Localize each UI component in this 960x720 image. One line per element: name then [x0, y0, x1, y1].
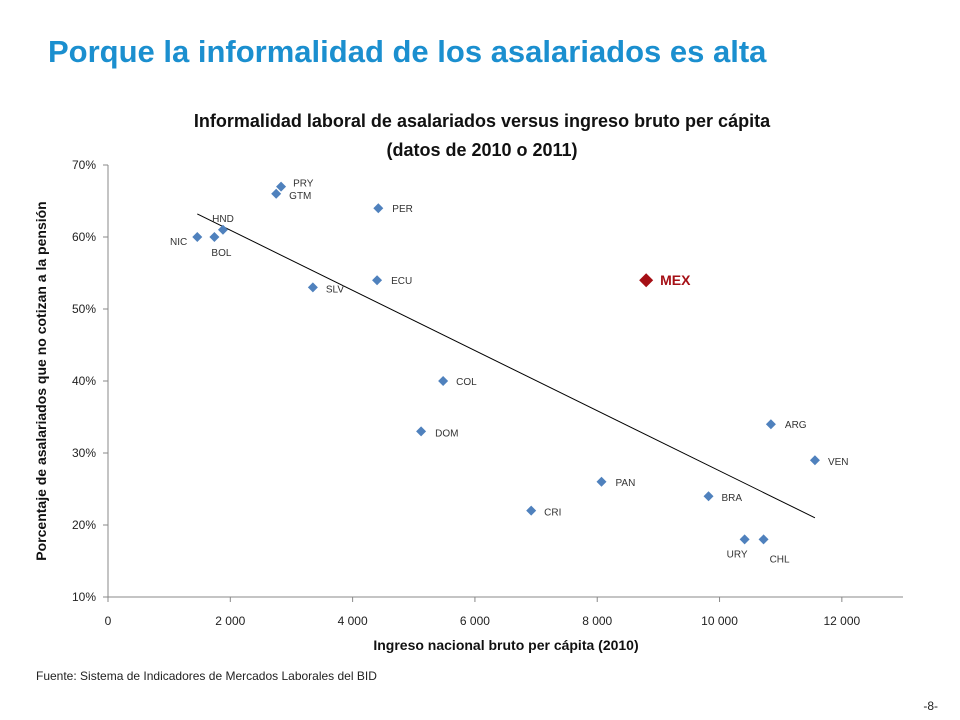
point-nic	[192, 232, 203, 242]
point-label: PAN	[616, 478, 636, 489]
x-tick-label: 0	[105, 614, 112, 628]
x-tick-label: 8 000	[582, 614, 612, 628]
trendline-group	[197, 213, 816, 519]
y-tick-label: 20%	[72, 518, 96, 532]
point-label: URY	[727, 549, 748, 560]
y-axis-label: Porcentaje de asalariados que no cotizan…	[33, 201, 49, 560]
point-gtm	[271, 188, 282, 199]
point-label: BRA	[722, 493, 743, 504]
scatter-chart: Informalidad laboral de asalariados vers…	[33, 111, 903, 653]
trendline	[197, 213, 816, 519]
point-label: COL	[456, 377, 477, 388]
point-label: CRI	[544, 508, 561, 519]
point-label: NIC	[170, 237, 187, 248]
point-slv	[307, 282, 318, 293]
chart-title: Informalidad laboral de asalariados vers…	[194, 111, 771, 131]
y-tick-label: 70%	[72, 158, 96, 172]
point-cri	[526, 505, 537, 516]
point-ecu	[372, 275, 383, 286]
point-mex-highlight	[639, 273, 654, 288]
point-per	[373, 203, 384, 214]
x-tick-label: 4 000	[338, 614, 368, 628]
point-ury	[739, 534, 750, 545]
point-label: HND	[212, 214, 234, 225]
y-tick-label: 50%	[72, 302, 96, 316]
slide-title: Porque la informalidad de los asalariado…	[48, 34, 767, 69]
x-tick-label: 2 000	[215, 614, 245, 628]
point-ven	[809, 455, 820, 466]
point-pry	[276, 181, 287, 192]
point-bol	[209, 232, 220, 242]
y-tick-label: 60%	[72, 230, 96, 244]
point-label: ARG	[785, 420, 807, 431]
point-hnd	[217, 224, 228, 235]
point-label: PER	[392, 204, 413, 215]
source-note: Fuente: Sistema de Indicadores de Mercad…	[36, 669, 377, 683]
point-label: PRY	[293, 179, 314, 190]
point-label: VEN	[828, 457, 849, 468]
chart-subtitle: (datos de 2010 o 2011)	[386, 140, 577, 160]
point-label: ECU	[391, 276, 412, 287]
x-tick-label: 10 000	[701, 614, 738, 628]
point-dom	[416, 426, 427, 437]
highlight-label: MEX	[660, 272, 691, 288]
y-tick-label: 10%	[72, 590, 96, 604]
point-chl	[758, 534, 769, 545]
y-tick-label: 40%	[72, 374, 96, 388]
x-tick-label: 12 000	[823, 614, 860, 628]
point-label: SLV	[326, 284, 344, 295]
point-label: BOL	[211, 248, 231, 259]
x-axis-label: Ingreso nacional bruto per cápita (2010)	[373, 637, 638, 653]
point-label: DOM	[435, 428, 458, 439]
point-arg	[765, 419, 776, 430]
point-pan	[596, 476, 607, 487]
axes: 10% 20% 30% 40% 50% 60% 70% 0 2 000 4 000 6 000 8 0…	[72, 158, 903, 628]
point-col	[438, 376, 449, 386]
x-tick-label: 6 000	[460, 614, 490, 628]
point-label: CHL	[770, 554, 790, 565]
y-tick-label: 30%	[72, 446, 96, 460]
point-label: GTM	[289, 191, 311, 202]
point-bra	[703, 491, 714, 502]
page-number: -8-	[923, 699, 938, 713]
